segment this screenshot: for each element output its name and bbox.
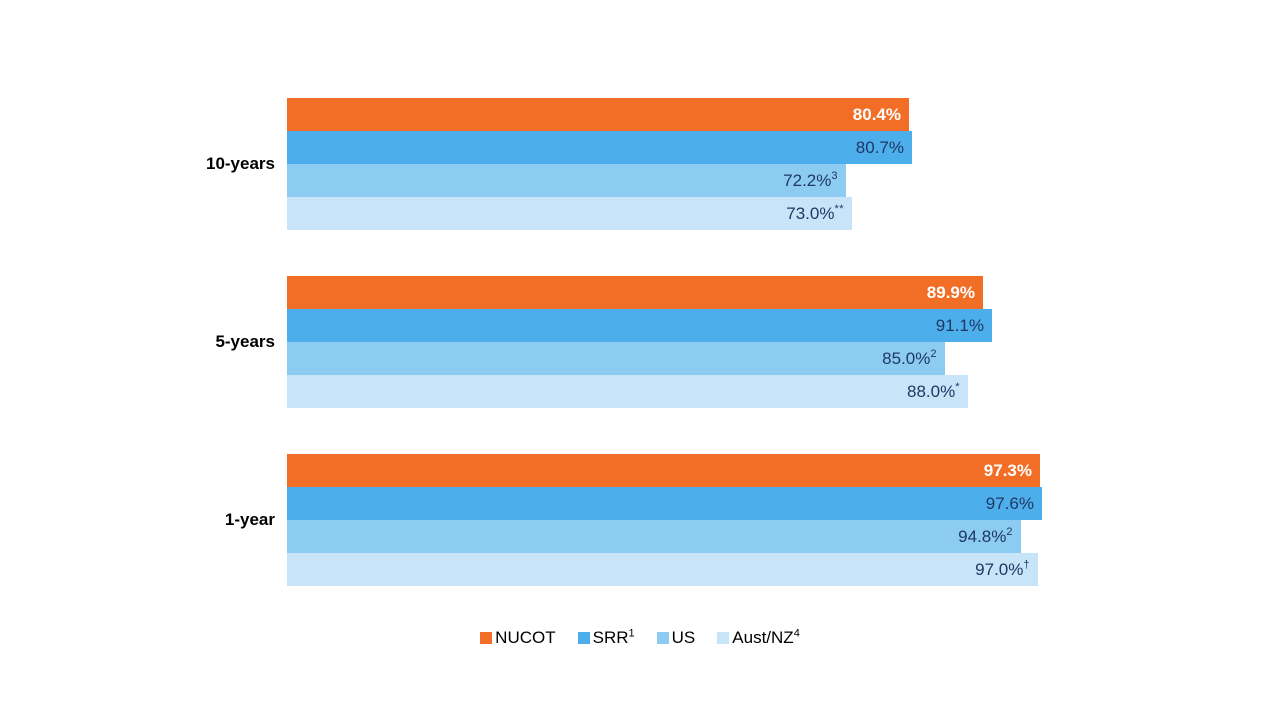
bar: 88.0%* bbox=[287, 375, 968, 408]
value-text: 91.1% bbox=[935, 316, 984, 335]
legend-swatch bbox=[717, 632, 730, 644]
value-superscript: 2 bbox=[930, 348, 937, 360]
value-text: 73.0% bbox=[786, 204, 835, 223]
bar: 97.0%† bbox=[287, 553, 1038, 586]
category-label: 1-year bbox=[224, 510, 275, 529]
value-superscript: 3 bbox=[831, 170, 838, 182]
value-text: 80.7% bbox=[855, 138, 904, 157]
value-text: 80.4% bbox=[852, 105, 901, 124]
value-label: 88.0%* bbox=[907, 375, 968, 408]
bar: 94.8%2 bbox=[287, 520, 1021, 553]
value-superscript: ** bbox=[834, 203, 844, 215]
category-label: 10-years bbox=[205, 154, 275, 173]
bar: 97.6% bbox=[287, 487, 1042, 520]
category-label: 5-years bbox=[215, 332, 275, 351]
bar: 80.7% bbox=[287, 131, 912, 164]
value-superscript: † bbox=[1023, 559, 1030, 571]
value-text: 88.0% bbox=[907, 382, 956, 401]
bar: 80.4% bbox=[287, 98, 909, 131]
legend-swatch bbox=[656, 632, 669, 644]
value-superscript: * bbox=[955, 381, 960, 393]
value-label: 97.3% bbox=[984, 454, 1040, 487]
legend-item: NUCOT bbox=[480, 628, 556, 648]
bar: 72.2%3 bbox=[287, 164, 846, 197]
legend-item: SRR1 bbox=[577, 627, 635, 648]
value-label: 97.0%† bbox=[975, 553, 1038, 586]
legend-swatch bbox=[480, 632, 493, 644]
legend-label-superscript: 4 bbox=[793, 627, 800, 640]
legend: NUCOT SRR1 US Aust/NZ4 bbox=[0, 628, 1280, 648]
value-label: 94.8%2 bbox=[958, 520, 1021, 553]
bar: 73.0%** bbox=[287, 197, 852, 230]
legend-label-superscript: 1 bbox=[628, 627, 635, 640]
value-text: 97.3% bbox=[983, 461, 1032, 480]
value-label: 97.6% bbox=[986, 487, 1042, 520]
value-label: 89.9% bbox=[927, 276, 983, 309]
legend-label: Aust/NZ4 bbox=[732, 627, 800, 647]
value-superscript: 2 bbox=[1006, 526, 1013, 538]
legend-label: NUCOT bbox=[495, 628, 556, 647]
legend-swatch bbox=[577, 632, 590, 644]
value-label: 80.7% bbox=[856, 131, 912, 164]
value-label: 72.2%3 bbox=[783, 164, 846, 197]
value-text: 97.6% bbox=[985, 494, 1034, 513]
bar: 85.0%2 bbox=[287, 342, 945, 375]
value-text: 94.8% bbox=[958, 527, 1007, 546]
value-text: 89.9% bbox=[926, 283, 975, 302]
bar: 89.9% bbox=[287, 276, 983, 309]
value-label: 85.0%2 bbox=[882, 342, 945, 375]
bar: 91.1% bbox=[287, 309, 992, 342]
value-text: 72.2% bbox=[783, 171, 832, 190]
legend-item: US bbox=[656, 628, 696, 648]
value-label: 73.0%** bbox=[786, 197, 852, 230]
bar: 97.3% bbox=[287, 454, 1040, 487]
value-label: 80.4% bbox=[853, 98, 909, 131]
value-text: 85.0% bbox=[882, 349, 931, 368]
value-text: 97.0% bbox=[975, 560, 1024, 579]
legend-label: SRR1 bbox=[592, 627, 635, 647]
legend-label: US bbox=[671, 628, 696, 647]
value-label: 91.1% bbox=[936, 309, 992, 342]
legend-item: Aust/NZ4 bbox=[717, 628, 800, 648]
